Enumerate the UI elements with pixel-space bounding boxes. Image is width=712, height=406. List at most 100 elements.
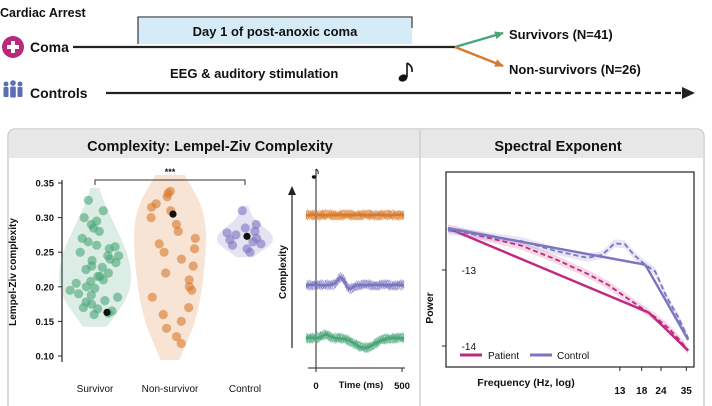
lz-xlabel-non-survivor: Non-survivor — [142, 384, 199, 395]
lz-point — [176, 254, 187, 264]
significance-stars: *** — [165, 167, 176, 177]
lz-median-point — [103, 308, 111, 316]
erp-trace — [305, 330, 405, 354]
spectral-psd-patient — [447, 227, 689, 352]
day-box — [138, 18, 412, 44]
lz-point — [154, 239, 164, 249]
erp-xtick-0: 0 — [313, 381, 318, 392]
cardiac-arrest-label: Cardiac Arrest — [0, 6, 87, 20]
lz-point — [147, 292, 157, 302]
lz-point — [114, 251, 124, 261]
lz-point — [97, 262, 107, 272]
spectral-fit-control — [644, 264, 690, 341]
lz-point — [147, 202, 157, 212]
spectral-y-label: Power — [424, 292, 436, 324]
timeline: Cardiac Arrest Coma Day 1 of post-anoxic… — [0, 6, 695, 101]
music-note-icon — [398, 62, 413, 82]
lz-ytick-label: 0.25 — [36, 248, 55, 259]
lz-ytick-label: 0.10 — [36, 352, 55, 363]
lz-point — [103, 268, 113, 278]
lz-point — [184, 275, 194, 285]
spectral-psd-control — [447, 229, 690, 339]
lz-ytick-label: 0.15 — [36, 317, 55, 328]
spectral-fit-patient — [447, 227, 650, 314]
lz-point — [158, 309, 168, 320]
lz-point — [65, 285, 75, 295]
lz-points — [65, 186, 266, 349]
spectral-xtick-label: 35 — [681, 386, 693, 397]
spectral-xtick-label: 13 — [614, 386, 626, 397]
lz-point — [171, 219, 181, 230]
erp-y-label: Complexity — [278, 245, 289, 299]
erp-x-label: Time (ms) — [339, 380, 384, 391]
spectral-fit-patient — [647, 311, 690, 352]
spectral-y-ticks: -13 -14 — [442, 266, 476, 353]
lz-point — [222, 228, 232, 238]
nonsurvivor-arrow — [454, 45, 504, 68]
significance-bracket — [94, 179, 246, 185]
lz-point — [146, 213, 156, 223]
lz-point — [81, 264, 91, 275]
lz-point — [250, 226, 260, 236]
lz-point — [71, 278, 81, 288]
lz-point — [74, 289, 84, 299]
lz-point — [176, 338, 186, 349]
bottom-panels: Complexity: Lempel-Ziv Complexity Spectr… — [7, 128, 705, 406]
erp-traces — [305, 208, 405, 354]
lz-point — [81, 282, 91, 292]
stim-label: EEG & auditory stimulation — [170, 66, 338, 81]
lz-point — [240, 223, 250, 233]
lz-point — [92, 240, 102, 250]
lz-point — [173, 226, 183, 236]
coma-label: Coma — [30, 39, 69, 55]
nonsurvivors-label: Non-survivors (N=26) — [509, 62, 641, 77]
lz-point — [161, 268, 171, 278]
lz-point — [111, 258, 121, 268]
lz-point — [251, 219, 261, 230]
erp-mean-trace — [306, 276, 404, 291]
legend-control-label: Control — [557, 351, 589, 362]
lz-point — [83, 237, 93, 247]
survivors-label: Survivors (N=41) — [509, 27, 613, 42]
lz-point — [90, 283, 100, 293]
lz-ytick-label: 0.20 — [36, 282, 55, 293]
lz-point — [190, 233, 200, 243]
erp-traces-chart: Complexity 0 500 Time (ms) — [278, 168, 410, 392]
lz-point — [187, 285, 197, 295]
lz-panel-title: Complexity: Lempel-Ziv Complexity — [87, 139, 333, 155]
spectral-x-label: Frequency (Hz, log) — [477, 377, 574, 389]
day-label: Day 1 of post-anoxic coma — [193, 24, 358, 39]
lz-point — [245, 247, 255, 257]
lz-point — [237, 206, 247, 216]
lz-point — [176, 316, 186, 326]
lz-point — [184, 303, 194, 313]
spectral-chart: 13 18 24 35 -13 -14 Power Frequency (Hz, log… — [424, 171, 695, 397]
controls-arrowhead — [682, 87, 695, 99]
erp-note-icon — [311, 168, 319, 179]
spectral-xtick-label: 18 — [636, 386, 648, 397]
lz-median-point — [243, 232, 251, 240]
lz-xlabel-control: Control — [229, 384, 261, 395]
spectral-lines — [447, 227, 690, 352]
lz-point — [227, 240, 238, 250]
lz-point — [162, 192, 172, 202]
lz-point — [162, 323, 172, 333]
lz-y-label: Lempel-Ziv complexity — [8, 218, 19, 326]
lz-point — [100, 296, 110, 306]
lz-ytick-label: 0.35 — [36, 179, 55, 190]
spectral-legend: Patient Control — [460, 351, 589, 362]
lz-point — [75, 247, 85, 257]
lz-y-ticks: 0.35 0.30 0.25 0.20 0.15 0.10 — [36, 179, 62, 363]
lz-point — [248, 237, 258, 247]
lz-point — [94, 226, 104, 236]
lz-point — [171, 332, 182, 342]
lz-point — [98, 206, 108, 216]
spectral-panel-title: Spectral Exponent — [494, 139, 621, 155]
controls-people-icon — [3, 80, 23, 98]
lz-point — [79, 213, 89, 223]
lz-point — [189, 244, 200, 254]
lz-ytick-label: 0.30 — [36, 213, 55, 224]
lz-point — [95, 271, 105, 281]
erp-mean-trace — [306, 333, 404, 349]
controls-label: Controls — [30, 85, 88, 101]
